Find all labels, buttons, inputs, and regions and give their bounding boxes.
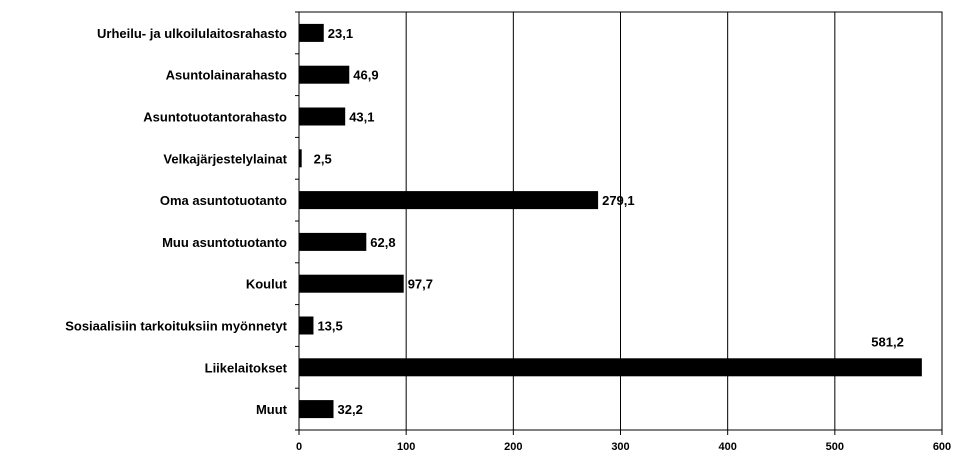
value-label: 62,8 bbox=[370, 235, 395, 250]
category-label: Koulut bbox=[246, 277, 288, 292]
x-tick-label: 400 bbox=[718, 441, 736, 453]
bar bbox=[299, 23, 324, 42]
x-tick-label: 300 bbox=[611, 441, 629, 453]
category-label: Muut bbox=[256, 402, 288, 417]
bar bbox=[299, 316, 314, 335]
axes bbox=[295, 11, 943, 435]
value-label: 32,2 bbox=[338, 402, 363, 417]
value-label: 581,2 bbox=[871, 334, 904, 349]
value-label: 279,1 bbox=[602, 193, 635, 208]
value-label: 2,5 bbox=[314, 151, 332, 166]
category-label: Muu asuntotuotanto bbox=[162, 235, 287, 250]
labels: 0 100 200 300 400 500 600 Urheilu- ja ulkoilula… bbox=[65, 26, 951, 453]
category-label: Asuntolainarahasto bbox=[166, 68, 287, 83]
bar bbox=[299, 65, 350, 84]
value-label: 23,1 bbox=[328, 26, 353, 41]
bars bbox=[299, 23, 922, 419]
bar bbox=[299, 107, 346, 126]
x-tick-label: 200 bbox=[504, 441, 522, 453]
bar bbox=[299, 232, 367, 251]
x-tick-label: 500 bbox=[826, 441, 844, 453]
category-label: Sosiaalisiin tarkoituksiin myönnetyt bbox=[65, 319, 287, 334]
value-label: 13,5 bbox=[317, 319, 342, 334]
bar bbox=[299, 400, 334, 419]
x-tick-label: 100 bbox=[397, 441, 415, 453]
value-label: 97,7 bbox=[408, 277, 433, 292]
category-label: Asuntotuotantorahasto bbox=[143, 110, 287, 125]
bar bbox=[299, 358, 922, 377]
category-label: Oma asuntotuotanto bbox=[160, 193, 287, 208]
bar bbox=[299, 191, 599, 210]
x-tick-label: 0 bbox=[296, 441, 302, 453]
bar bbox=[299, 274, 404, 293]
category-label: Urheilu- ja ulkoilulaitosrahasto bbox=[97, 26, 287, 41]
value-label: 46,9 bbox=[353, 68, 378, 83]
value-label: 43,1 bbox=[349, 110, 374, 125]
x-tick-label: 600 bbox=[933, 441, 951, 453]
category-label: Velkajärjestelylainat bbox=[163, 151, 287, 166]
bar bbox=[299, 149, 302, 168]
category-label: Liikelaitokset bbox=[205, 360, 288, 375]
